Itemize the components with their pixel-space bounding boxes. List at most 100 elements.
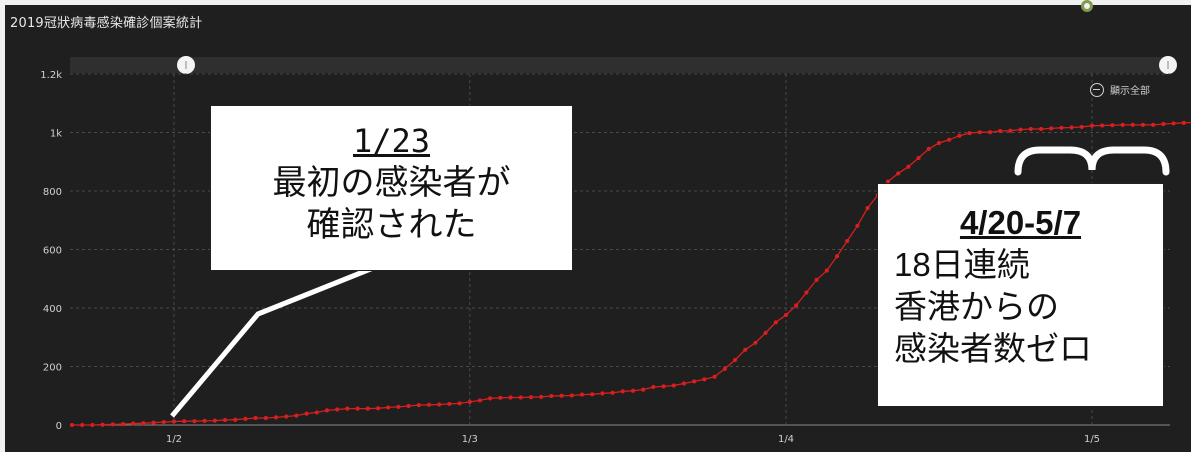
zero-streak-line1: 18日連続 [894, 246, 1030, 283]
data-point [467, 399, 472, 404]
data-point [488, 396, 493, 401]
data-point [1100, 123, 1105, 128]
data-point [845, 238, 850, 244]
data-point [722, 366, 727, 371]
data-point [957, 133, 962, 138]
data-point [569, 393, 574, 398]
reset-zoom-label: 顯示全部 [1110, 86, 1150, 97]
data-point [814, 277, 819, 283]
data-point [732, 357, 738, 363]
data-point [1059, 125, 1064, 130]
data-point [426, 402, 432, 407]
data-point [528, 395, 534, 400]
y-tick-label: 600 [43, 246, 62, 257]
first-case-pointer [170, 265, 374, 418]
data-point [712, 374, 717, 379]
data-point [855, 223, 860, 228]
data-point [763, 330, 768, 335]
data-point [69, 422, 75, 428]
data-point [335, 407, 340, 412]
first-case-line2: 確認された [306, 206, 477, 244]
data-point [600, 391, 605, 396]
first-case-line1: 最初の感染者が [272, 164, 511, 202]
data-point [171, 419, 177, 424]
data-point [967, 130, 972, 136]
data-point [294, 413, 299, 418]
zero-streak-date: 4/20-5/7 [959, 204, 1082, 241]
data-point [151, 420, 156, 425]
data-point [243, 416, 248, 421]
data-point [896, 171, 901, 176]
data-point [977, 130, 982, 135]
data-point [1018, 127, 1023, 132]
zero-streak-line3: 感染者数ゼロ [894, 330, 1092, 367]
data-point [1038, 126, 1044, 132]
data-point [182, 419, 187, 424]
data-point [1181, 120, 1186, 125]
data-point [141, 421, 146, 426]
data-point [1008, 128, 1013, 133]
data-point [773, 320, 778, 325]
data-point [906, 164, 911, 169]
data-point [1140, 122, 1146, 127]
data-point [1151, 122, 1156, 127]
data-point [1079, 124, 1084, 130]
data-point [447, 401, 452, 407]
data-point [324, 408, 330, 413]
data-point [498, 395, 503, 400]
data-point [1049, 126, 1054, 131]
data-point [753, 340, 758, 345]
corner-marker-icon [1081, 0, 1093, 12]
data-point [1130, 122, 1135, 127]
y-tick-label: 0 [56, 421, 62, 432]
zoom-slider-track[interactable] [70, 57, 1170, 73]
data-point [1171, 121, 1176, 126]
data-point [947, 137, 952, 142]
chart-title: 2019冠狀病毒感染確診個案統計 [10, 16, 203, 31]
data-point [620, 389, 625, 394]
y-tick-label: 200 [43, 363, 62, 374]
data-point [549, 393, 554, 399]
data-point [161, 419, 166, 425]
y-tick-label: 400 [43, 304, 62, 315]
x-tick-label: 1/3 [462, 434, 478, 445]
data-point [987, 130, 993, 135]
data-point [681, 381, 687, 386]
data-point [110, 422, 115, 427]
data-point [365, 406, 370, 411]
first-case-date: 1/23 [352, 122, 431, 160]
data-point [998, 128, 1003, 134]
data-point [794, 303, 799, 308]
data-point [702, 377, 707, 382]
y-tick-label: 1k [50, 129, 62, 140]
data-point [885, 179, 891, 184]
data-point [100, 422, 105, 427]
data-point [1110, 123, 1115, 128]
data-point [1069, 125, 1074, 130]
reset-zoom-button[interactable]: 顯示全部 [1090, 82, 1150, 97]
data-point [610, 390, 615, 395]
x-tick-label: 1/5 [1084, 434, 1100, 445]
data-point [253, 415, 258, 421]
data-point [579, 392, 585, 397]
data-point [1161, 121, 1166, 127]
data-point [80, 422, 85, 428]
data-point [1089, 123, 1095, 128]
data-point [1120, 122, 1125, 127]
data-point [406, 403, 411, 409]
data-point [824, 268, 829, 273]
data-point [355, 406, 360, 411]
data-point [539, 394, 544, 400]
data-point [263, 415, 268, 421]
data-point [926, 146, 931, 151]
data-point [743, 347, 748, 352]
data-point [508, 395, 513, 400]
data-point [641, 387, 646, 392]
data-point [273, 415, 279, 420]
data-point [783, 312, 789, 318]
data-point [416, 403, 421, 408]
data-point [375, 406, 381, 411]
data-point [233, 417, 238, 422]
data-point [661, 384, 666, 389]
